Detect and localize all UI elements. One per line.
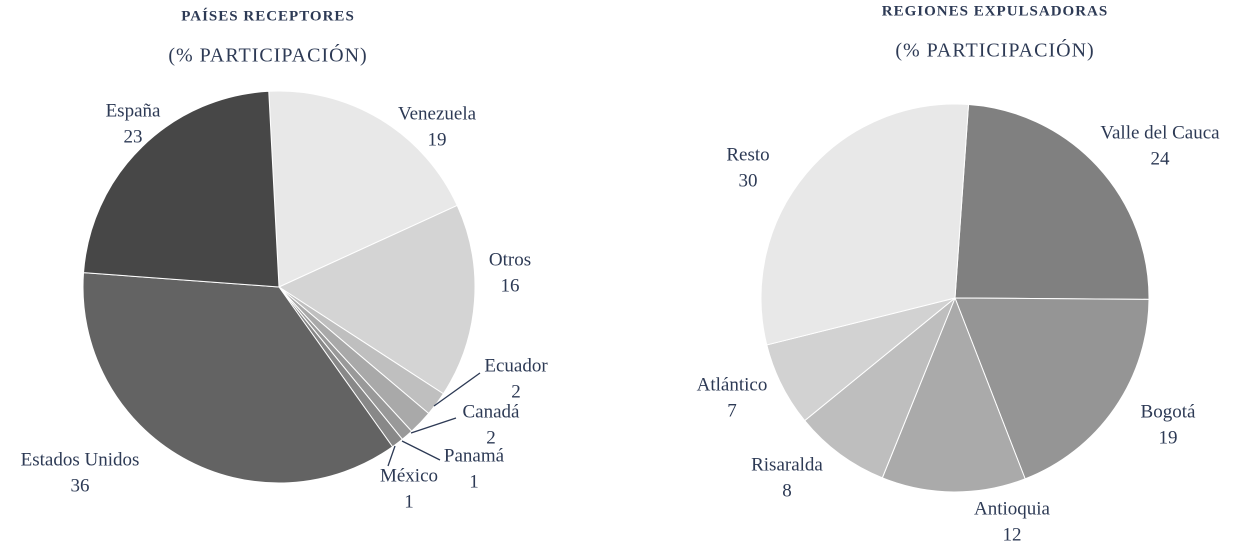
slice-label: Otros: [489, 249, 531, 270]
slice-value: 19: [428, 129, 447, 150]
pie-slice: [881, 296, 1026, 493]
slice-value: 8: [782, 480, 792, 501]
slice-value: 24: [1151, 148, 1171, 169]
slice-label: Estados Unidos: [21, 449, 140, 470]
slice-value: 30: [739, 170, 758, 191]
slice-label: Ecuador: [484, 355, 548, 376]
pie-slice: [954, 297, 1150, 480]
slice-value: 7: [727, 400, 737, 421]
slice-label: Resto: [726, 144, 769, 165]
pie-slice: [268, 90, 458, 288]
slice-label: Risaralda: [751, 454, 823, 475]
slice-label: Antioquia: [974, 498, 1051, 519]
slice-label: España: [106, 100, 161, 121]
chart-subtitle: (% PARTICIPACIÓN): [168, 43, 367, 67]
chart-title: PAÍSES RECEPTORES: [181, 7, 355, 24]
slice-label: Atlántico: [697, 374, 768, 395]
slice-value: 2: [486, 427, 496, 448]
slice-value: 23: [124, 126, 143, 147]
pie-slice: [277, 204, 476, 395]
slice-value: 19: [1159, 427, 1178, 448]
leader-line: [387, 445, 396, 467]
slice-value: 2: [511, 381, 521, 402]
pie-slice: [82, 272, 394, 484]
leader-line: [401, 440, 441, 461]
slice-value: 36: [71, 475, 90, 496]
pie-slice: [82, 90, 280, 288]
slice-value: 1: [469, 471, 479, 492]
slice-label: Bogotá: [1141, 401, 1196, 422]
slice-label: México: [380, 465, 438, 486]
slice-label: Venezuela: [398, 103, 477, 124]
slice-value: 16: [501, 275, 520, 296]
leader-line: [410, 417, 457, 434]
pie-slice: [954, 103, 1150, 300]
chart-title: REGIONES EXPULSADORAS: [882, 3, 1108, 19]
slice-label: Valle del Cauca: [1100, 122, 1220, 143]
leader-line: [433, 372, 481, 407]
slice-label: Canadá: [463, 401, 521, 422]
slice-value: 1: [404, 491, 414, 512]
pie-slice: [760, 103, 970, 346]
slice-value: 12: [1003, 524, 1022, 545]
slice-label: Panamá: [444, 445, 505, 466]
chart-subtitle: (% PARTICIPACIÓN): [895, 38, 1094, 62]
pie-slice: [803, 297, 956, 479]
